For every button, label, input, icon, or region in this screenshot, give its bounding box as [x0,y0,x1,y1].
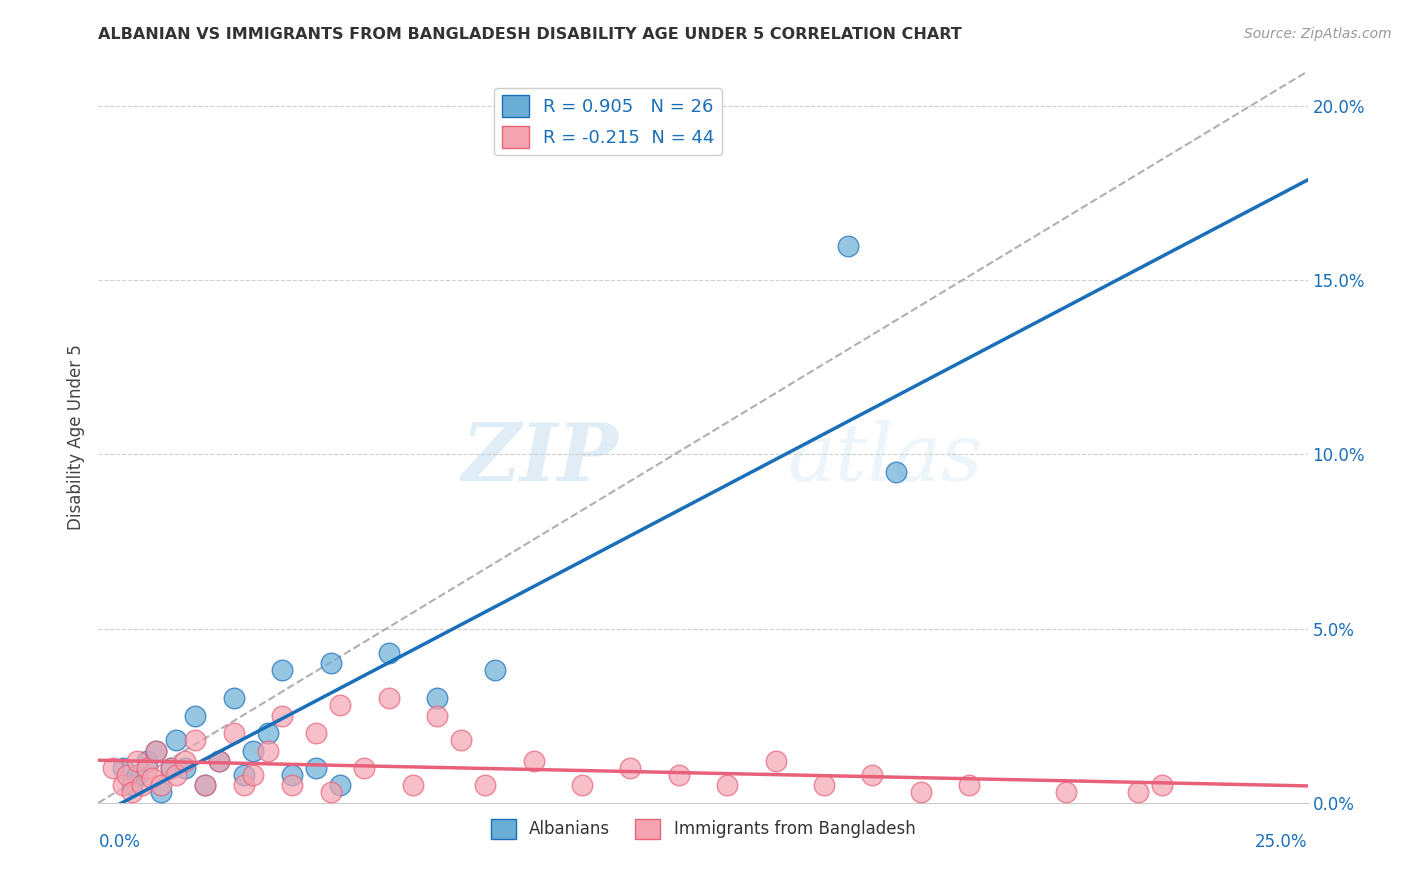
Point [271,664,294,678]
Point [837,238,859,252]
Point [319,785,342,799]
Point [813,778,835,792]
Point [619,761,641,775]
Point [353,761,375,775]
Point [222,691,245,706]
Point [886,465,908,479]
Point [329,778,352,792]
Point [242,768,264,782]
Point [184,733,207,747]
Point [121,778,143,792]
Text: atlas: atlas [787,420,983,498]
Point [194,778,217,792]
Y-axis label: Disability Age Under 5: Disability Age Under 5 [66,344,84,530]
Point [1128,785,1150,799]
Point [281,778,304,792]
Point [174,754,197,768]
Point [135,754,157,768]
Point [377,646,399,660]
Point [377,691,399,706]
Point [141,772,163,786]
Point [165,733,187,747]
Point [957,778,980,792]
Text: ALBANIAN VS IMMIGRANTS FROM BANGLADESH DISABILITY AGE UNDER 5 CORRELATION CHART: ALBANIAN VS IMMIGRANTS FROM BANGLADESH D… [98,27,962,42]
Point [145,743,167,757]
Point [174,761,197,775]
Point [127,754,149,768]
Point [208,754,231,768]
Point [150,785,173,799]
Point [1054,785,1077,799]
Point [426,691,449,706]
Point [329,698,352,713]
Text: Source: ZipAtlas.com: Source: ZipAtlas.com [1244,27,1392,41]
Point [117,768,139,782]
Point [860,768,883,782]
Point [1152,778,1174,792]
Text: 0.0%: 0.0% [98,833,141,851]
Point [716,778,738,792]
Point [256,743,278,757]
Point [305,726,328,740]
Point [319,657,342,671]
Point [271,708,294,723]
Point [668,768,690,782]
Point [165,768,187,782]
Point [232,768,254,782]
Point [910,785,932,799]
Point [571,778,593,792]
Point [150,778,173,792]
Text: 25.0%: 25.0% [1256,833,1308,851]
Point [426,708,449,723]
Point [111,761,134,775]
Point [184,708,207,723]
Point [474,778,496,792]
Point [145,743,167,757]
Point [242,743,264,757]
Point [160,761,183,775]
Point [765,754,787,768]
Legend: Albanians, Immigrants from Bangladesh: Albanians, Immigrants from Bangladesh [484,812,922,846]
Point [523,754,546,768]
Point [484,664,506,678]
Point [281,768,304,782]
Point [450,733,472,747]
Point [135,761,157,775]
Point [194,778,217,792]
Point [111,778,134,792]
Point [232,778,254,792]
Point [222,726,245,740]
Point [256,726,278,740]
Point [101,761,124,775]
Point [131,778,153,792]
Text: ZIP: ZIP [461,420,619,498]
Point [160,761,183,775]
Point [121,785,143,799]
Point [127,768,149,782]
Point [305,761,328,775]
Point [402,778,425,792]
Point [208,754,231,768]
